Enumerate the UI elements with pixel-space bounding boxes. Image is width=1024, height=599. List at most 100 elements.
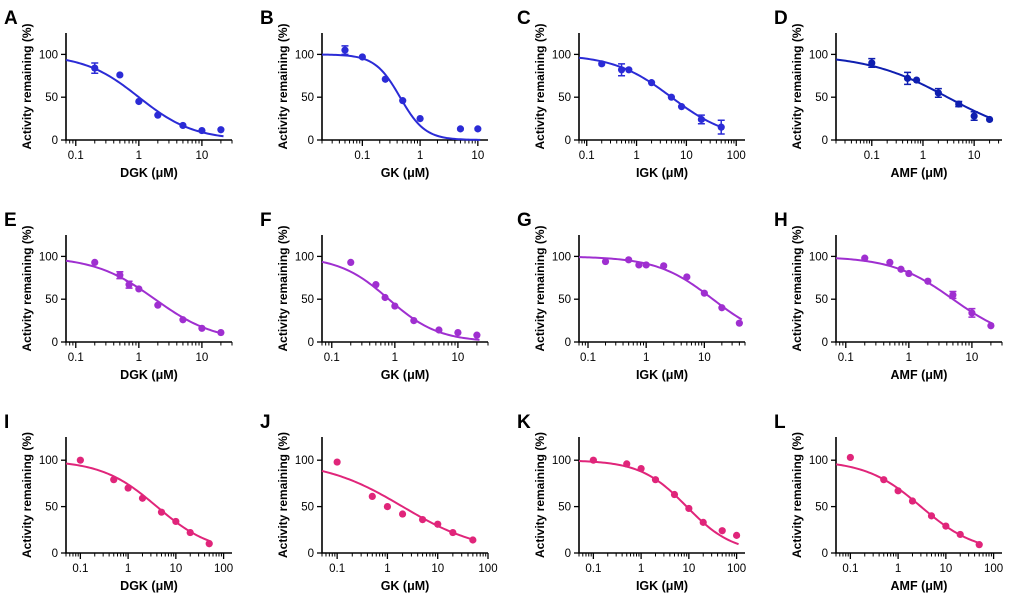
y-tick-label: 0 — [822, 337, 828, 349]
x-tick-label: 0.1 — [838, 352, 854, 364]
data-point — [699, 518, 707, 526]
x-tick-label: 1 — [643, 352, 649, 364]
data-point — [91, 64, 99, 72]
data-point — [91, 258, 99, 266]
x-tick-label: 1 — [136, 352, 142, 364]
panel-h: H 0 50 100 0.1 1 10 Activity remaining (%) AMF (… — [774, 210, 1003, 382]
data-point — [642, 261, 650, 269]
data-point — [934, 89, 942, 97]
y-axis-label: Activity remaining (%) — [533, 225, 547, 351]
x-tick-label: 10 — [196, 352, 209, 364]
x-tick-label: 1 — [384, 563, 390, 575]
y-tick-label: 100 — [295, 455, 314, 467]
y-tick-label: 100 — [295, 251, 314, 263]
y-tick-label: 100 — [39, 49, 58, 61]
data-point — [381, 75, 389, 83]
x-tick-label: 1 — [638, 563, 644, 575]
data-point — [903, 74, 912, 82]
data-point — [391, 302, 399, 310]
data-point — [368, 492, 376, 500]
fit-curve — [65, 259, 224, 335]
data-point — [217, 328, 225, 337]
y-axis-label: Activity remaining (%) — [533, 23, 547, 149]
data-point — [670, 490, 679, 499]
data-point — [372, 281, 380, 289]
panel-j: J 0 50 100 0.1 1 10 100 Activity remaining (%) GK… — [260, 412, 498, 593]
y-tick-label: 100 — [295, 49, 314, 61]
data-point — [449, 528, 457, 537]
panel-label: E — [4, 210, 17, 231]
panel-label: G — [517, 210, 532, 231]
y-tick-label: 50 — [301, 294, 314, 306]
data-point — [179, 121, 187, 130]
data-point — [955, 100, 963, 108]
y-tick-label: 100 — [552, 455, 571, 467]
data-point — [398, 510, 407, 518]
data-point — [124, 484, 132, 492]
x-axis-label: GK (μM) — [381, 579, 430, 593]
data-point — [125, 281, 133, 289]
data-point — [697, 115, 705, 124]
panel-label: C — [517, 8, 531, 29]
x-tick-label: 10 — [966, 352, 979, 364]
data-point — [198, 126, 206, 135]
data-point — [683, 273, 691, 281]
data-point — [435, 326, 443, 334]
data-point — [623, 460, 631, 468]
data-point — [135, 97, 143, 106]
y-axis-label: Activity remaining (%) — [276, 432, 290, 558]
y-axis-label: Activity remaining (%) — [790, 23, 804, 149]
x-tick-label: 10 — [939, 563, 952, 575]
x-tick-label: 0.1 — [585, 563, 601, 575]
x-tick-label: 10 — [680, 150, 693, 162]
data-point — [908, 497, 917, 505]
panel-d: D 0 50 100 0.1 1 10 Activity remaining (%) AMF (… — [774, 8, 1002, 180]
panel-a: A 0 50 100 0.1 1 10 Activity remaining (%) DGK (… — [4, 8, 233, 180]
data-point — [341, 46, 349, 54]
y-tick-label: 0 — [52, 548, 58, 560]
panel-label: I — [4, 412, 9, 433]
data-point — [154, 111, 162, 119]
x-tick-label: 1 — [633, 150, 639, 162]
x-axis-label: GK (μM) — [381, 166, 430, 180]
data-point — [474, 125, 482, 133]
y-tick-label: 50 — [815, 502, 828, 514]
data-point — [383, 503, 392, 511]
y-tick-label: 50 — [301, 502, 314, 514]
data-point — [637, 464, 645, 473]
data-point — [894, 487, 902, 495]
panel-k: K 0 50 100 0.1 1 10 100 Activity remaining (%) IG… — [517, 412, 746, 593]
x-tick-label: 10 — [452, 352, 465, 364]
y-tick-label: 0 — [308, 548, 314, 560]
y-tick-label: 100 — [809, 455, 828, 467]
y-axis-label: Activity remaining (%) — [276, 23, 290, 149]
data-point — [381, 293, 389, 302]
y-axis-label: Activity remaining (%) — [276, 225, 290, 351]
fit-curve — [321, 53, 481, 141]
y-tick-label: 100 — [39, 455, 58, 467]
panel-g: G 0 50 100 0.1 1 10 Activity remaining (%) IGK (… — [517, 210, 746, 382]
axes — [578, 235, 745, 343]
data-point — [897, 265, 905, 273]
data-point — [846, 453, 854, 462]
data-point — [861, 254, 869, 262]
x-tick-label: 100 — [727, 563, 746, 575]
data-point — [76, 456, 84, 464]
data-point — [868, 59, 876, 67]
fit-curve — [321, 260, 480, 341]
y-axis-label: Activity remaining (%) — [533, 432, 547, 558]
data-point — [625, 66, 633, 74]
data-point — [135, 285, 143, 293]
data-point — [456, 125, 465, 133]
y-tick-label: 100 — [809, 49, 828, 61]
panel-label: H — [774, 210, 788, 231]
axes — [835, 33, 1002, 141]
data-point — [179, 316, 187, 324]
y-tick-label: 50 — [301, 92, 314, 104]
panel-label: K — [517, 412, 531, 433]
x-tick-label: 0.1 — [842, 563, 858, 575]
data-point — [970, 112, 978, 120]
panel-label: L — [774, 412, 786, 433]
data-point — [732, 531, 741, 539]
